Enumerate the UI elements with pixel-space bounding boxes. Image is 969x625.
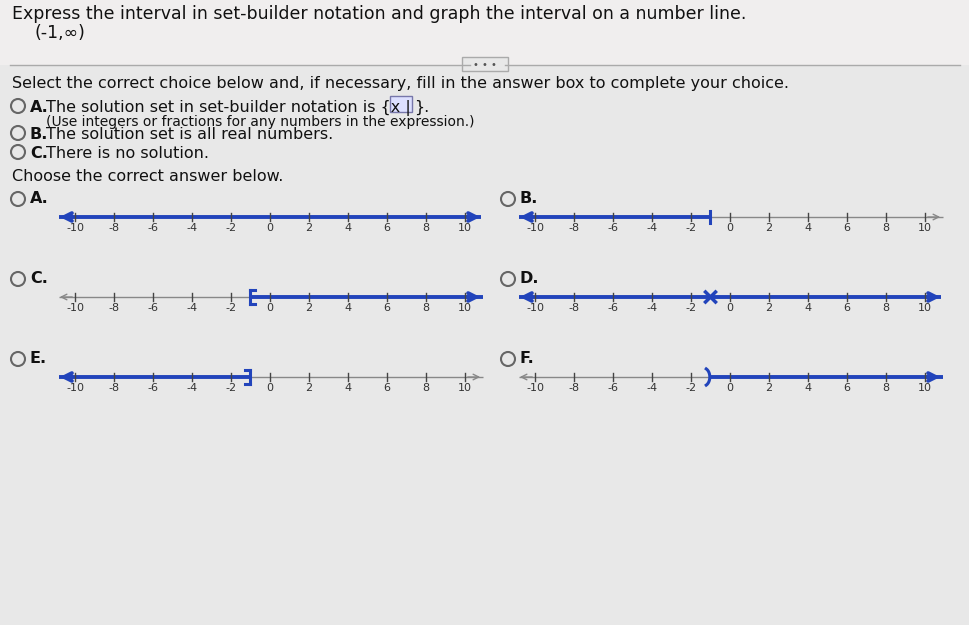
Text: 0: 0 — [266, 303, 273, 313]
Text: -8: -8 — [568, 303, 578, 313]
Text: 2: 2 — [765, 303, 771, 313]
Text: -4: -4 — [645, 303, 657, 313]
Text: A.: A. — [30, 191, 48, 206]
Bar — [390, 96, 412, 112]
Text: -2: -2 — [685, 223, 696, 233]
Text: 8: 8 — [882, 303, 889, 313]
Text: 4: 4 — [803, 223, 811, 233]
Text: -6: -6 — [147, 223, 158, 233]
Text: -6: -6 — [607, 303, 618, 313]
Text: F.: F. — [519, 351, 534, 366]
Text: 0: 0 — [266, 383, 273, 393]
Text: 6: 6 — [843, 223, 850, 233]
Text: 10: 10 — [457, 223, 472, 233]
Text: -8: -8 — [109, 303, 119, 313]
Text: Express the interval in set-builder notation and graph the interval on a number : Express the interval in set-builder nota… — [12, 5, 745, 23]
Text: -4: -4 — [186, 223, 198, 233]
Bar — [461, 57, 508, 71]
Text: 8: 8 — [422, 383, 429, 393]
Text: 6: 6 — [383, 223, 391, 233]
Text: -10: -10 — [66, 383, 84, 393]
Text: -6: -6 — [147, 383, 158, 393]
Text: -8: -8 — [109, 223, 119, 233]
Text: 4: 4 — [803, 383, 811, 393]
Text: -4: -4 — [645, 223, 657, 233]
Text: }.: }. — [414, 100, 429, 115]
Text: -2: -2 — [685, 383, 696, 393]
Text: C.: C. — [30, 146, 47, 161]
Text: (-1,∞): (-1,∞) — [35, 24, 86, 42]
Text: -8: -8 — [568, 383, 578, 393]
Text: 6: 6 — [383, 383, 391, 393]
Text: 4: 4 — [803, 303, 811, 313]
Text: • • •: • • • — [473, 60, 496, 70]
Text: 0: 0 — [726, 303, 733, 313]
Text: -10: -10 — [66, 223, 84, 233]
Text: There is no solution.: There is no solution. — [46, 146, 208, 161]
Text: 10: 10 — [457, 303, 472, 313]
Text: -2: -2 — [225, 223, 236, 233]
Text: -6: -6 — [607, 223, 618, 233]
Text: -6: -6 — [147, 303, 158, 313]
Text: 8: 8 — [422, 223, 429, 233]
Text: 4: 4 — [344, 223, 351, 233]
Text: 2: 2 — [305, 223, 312, 233]
Text: 8: 8 — [882, 383, 889, 393]
Text: (Use integers or fractions for any numbers in the expression.): (Use integers or fractions for any numbe… — [46, 115, 474, 129]
Text: 10: 10 — [917, 303, 931, 313]
Text: 0: 0 — [726, 223, 733, 233]
Text: -10: -10 — [525, 383, 544, 393]
Text: -2: -2 — [225, 303, 236, 313]
Text: The solution set in set-builder notation is {x |: The solution set in set-builder notation… — [46, 100, 410, 116]
Text: -10: -10 — [525, 303, 544, 313]
Text: -4: -4 — [186, 303, 198, 313]
Text: 2: 2 — [305, 303, 312, 313]
Text: -4: -4 — [645, 383, 657, 393]
Text: A.: A. — [30, 100, 48, 115]
Text: -6: -6 — [607, 383, 618, 393]
Bar — [0, 0, 969, 65]
Text: 0: 0 — [266, 223, 273, 233]
Text: -10: -10 — [66, 303, 84, 313]
Text: 6: 6 — [843, 303, 850, 313]
Text: -2: -2 — [225, 383, 236, 393]
Text: -4: -4 — [186, 383, 198, 393]
Text: 10: 10 — [917, 223, 931, 233]
Text: 2: 2 — [305, 383, 312, 393]
Text: -8: -8 — [568, 223, 578, 233]
Text: D.: D. — [519, 271, 539, 286]
Text: 4: 4 — [344, 383, 351, 393]
Text: 10: 10 — [917, 383, 931, 393]
Text: -2: -2 — [685, 303, 696, 313]
Text: -8: -8 — [109, 383, 119, 393]
Text: Choose the correct answer below.: Choose the correct answer below. — [12, 169, 283, 184]
Text: E.: E. — [30, 351, 47, 366]
Text: Select the correct choice below and, if necessary, fill in the answer box to com: Select the correct choice below and, if … — [12, 76, 788, 91]
Text: 8: 8 — [882, 223, 889, 233]
Text: 2: 2 — [765, 383, 771, 393]
Text: 6: 6 — [383, 303, 391, 313]
Text: 2: 2 — [765, 223, 771, 233]
Text: 10: 10 — [457, 383, 472, 393]
Text: 6: 6 — [843, 383, 850, 393]
Text: -10: -10 — [525, 223, 544, 233]
Text: C.: C. — [30, 271, 47, 286]
Text: B.: B. — [519, 191, 538, 206]
Text: The solution set is all real numbers.: The solution set is all real numbers. — [46, 127, 333, 142]
Text: 0: 0 — [726, 383, 733, 393]
Text: B.: B. — [30, 127, 48, 142]
Text: 8: 8 — [422, 303, 429, 313]
Text: 4: 4 — [344, 303, 351, 313]
